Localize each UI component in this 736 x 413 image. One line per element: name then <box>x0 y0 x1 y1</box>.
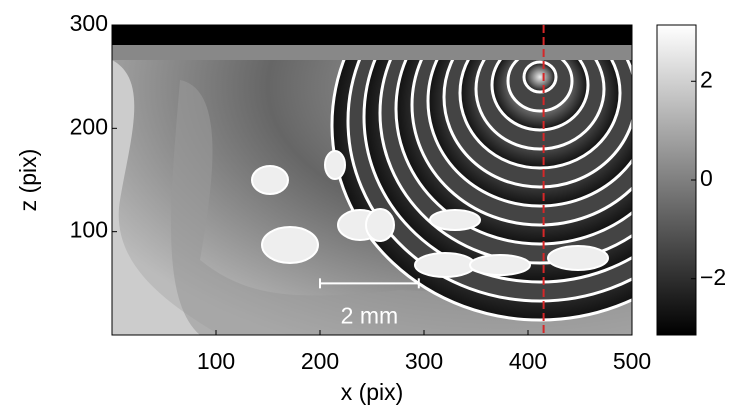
fringe-blob <box>324 150 346 180</box>
x-axis-label: x (pix) <box>341 379 404 405</box>
fringe-blob <box>365 208 395 242</box>
y-tick-label: 300 <box>70 10 108 36</box>
plot-frame <box>111 24 633 336</box>
colorbar-tick-label: 0 <box>700 165 713 191</box>
scale-bar-label: 2 mm <box>341 302 399 328</box>
fringe-blob <box>547 245 609 271</box>
y-axis-label: z (pix) <box>15 149 41 212</box>
fringe-blob <box>414 252 476 278</box>
colorbar <box>656 24 697 336</box>
x-tick-label: 400 <box>509 348 547 374</box>
fringe-blob <box>429 209 481 231</box>
y-tick-label: 200 <box>70 113 108 139</box>
colorbar-tick-label: −2 <box>700 264 726 290</box>
x-tick-label: 300 <box>405 348 443 374</box>
fringe-blob <box>251 165 289 195</box>
colorbar-tick-label: 2 <box>700 66 713 92</box>
top-strip <box>112 45 632 60</box>
x-tick-label: 100 <box>197 348 235 374</box>
fringe-blob <box>261 226 319 264</box>
y-tick-label: 100 <box>70 217 108 243</box>
x-tick-label: 200 <box>301 348 339 374</box>
top-band <box>112 25 632 45</box>
fringe-blob <box>469 254 531 276</box>
fringe <box>522 60 558 94</box>
x-tick-label: 500 <box>613 348 651 374</box>
phase-image <box>112 25 632 335</box>
